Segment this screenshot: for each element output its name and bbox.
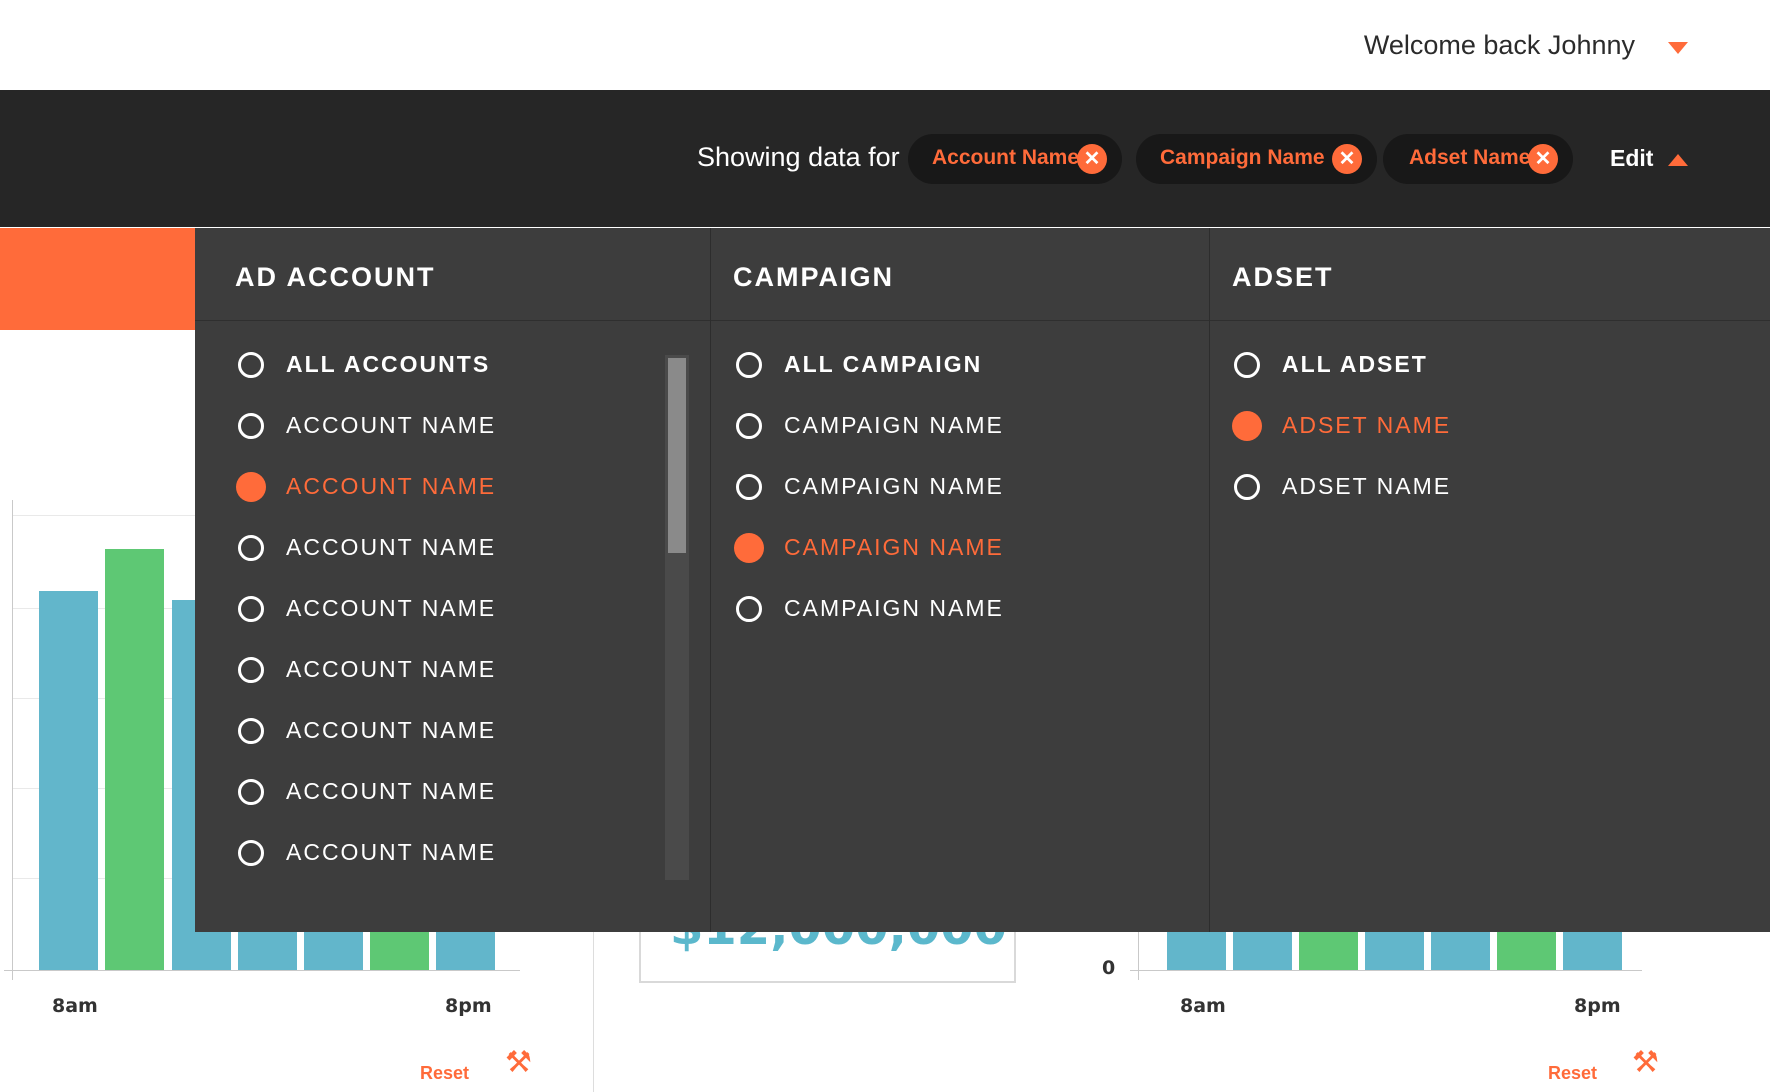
radio-empty-icon[interactable] [238, 352, 264, 378]
filter-chip-label: Account Name [932, 146, 1080, 169]
radio-option[interactable]: ACCOUNT NAME [236, 467, 658, 507]
radio-option-label: ACCOUNT NAME [286, 412, 497, 438]
filter-chip-label: Adset Name [1409, 146, 1531, 169]
radio-selected-icon[interactable] [1232, 411, 1262, 441]
radio-option[interactable]: CAMPAIGN NAME [736, 589, 1156, 629]
radio-empty-icon[interactable] [238, 413, 264, 439]
showing-data-label: Showing data for [697, 142, 900, 172]
radio-selected-icon[interactable] [236, 472, 266, 502]
radio-option-label: ALL ACCOUNTS [286, 351, 491, 377]
radio-option[interactable]: ACCOUNT NAME [238, 406, 658, 446]
filter-chip-label: Campaign Name [1160, 146, 1325, 169]
radio-option-label: CAMPAIGN NAME [784, 412, 1004, 438]
close-icon[interactable]: ✕ [1332, 144, 1362, 174]
radio-option[interactable]: ACCOUNT NAME [238, 589, 658, 629]
radio-option[interactable]: CAMPAIGN NAME [736, 406, 1156, 446]
radio-option-label: ACCOUNT NAME [286, 656, 497, 682]
radio-option-label: ACCOUNT NAME [286, 595, 497, 621]
radio-option[interactable]: ACCOUNT NAME [238, 528, 658, 568]
radio-empty-icon[interactable] [736, 352, 762, 378]
radio-empty-icon[interactable] [238, 718, 264, 744]
radio-option[interactable]: ACCOUNT NAME [238, 833, 658, 873]
filter-dropdown-panel: AD ACCOUNT ALL ACCOUNTS ACCOUNT NAME ACCOU… [195, 228, 1770, 932]
left-chart-x-tick-start: 8am [52, 995, 98, 1017]
panel-header-divider [195, 320, 1770, 321]
radio-option[interactable]: ADSET NAME [1234, 467, 1654, 507]
radio-option-label: ACCOUNT NAME [286, 534, 497, 560]
left-chart-reset-link[interactable]: Reset [420, 1063, 470, 1083]
radio-option-label: CAMPAIGN NAME [784, 595, 1004, 621]
radio-option[interactable]: ALL ACCOUNTS [238, 345, 658, 385]
radio-selected-icon[interactable] [734, 533, 764, 563]
radio-option-label: ACCOUNT NAME [286, 473, 497, 499]
column-divider [710, 228, 711, 932]
radio-option[interactable]: ADSET NAME [1232, 406, 1654, 446]
right-chart-x-axis [1130, 970, 1642, 971]
radio-option[interactable]: ALL CAMPAIGN [736, 345, 1156, 385]
filter-chip-campaign[interactable]: Campaign Name ✕ [1136, 134, 1377, 184]
radio-option-label: ACCOUNT NAME [286, 717, 497, 743]
top-bar: Welcome back Johnny [0, 0, 1770, 90]
radio-empty-icon[interactable] [238, 657, 264, 683]
radio-empty-icon[interactable] [238, 840, 264, 866]
ad-account-scrollbar-thumb[interactable] [668, 358, 686, 553]
right-chart-x-tick-end: 8pm [1574, 995, 1621, 1017]
right-chart-x-tick-start: 8am [1180, 995, 1226, 1017]
radio-empty-icon[interactable] [238, 535, 264, 561]
radio-option-label: ADSET NAME [1282, 473, 1452, 499]
left-chart-bar [39, 591, 98, 970]
left-chart-y-axis [12, 500, 13, 980]
filter-chip-adset[interactable]: Adset Name ✕ [1383, 134, 1573, 184]
ad-account-heading: AD ACCOUNT [235, 262, 436, 292]
radio-empty-icon[interactable] [736, 413, 762, 439]
filter-chip-account[interactable]: Account Name ✕ [908, 134, 1122, 184]
radio-option-label: ACCOUNT NAME [286, 778, 497, 804]
radio-option-label: ACCOUNT NAME [286, 839, 497, 865]
adset-heading: ADSET [1232, 262, 1334, 292]
wrench-icon[interactable]: ⚒ [1632, 1046, 1659, 1079]
radio-option[interactable]: ALL ADSET [1234, 345, 1654, 385]
radio-option-label: CAMPAIGN NAME [784, 473, 1004, 499]
radio-empty-icon[interactable] [238, 779, 264, 805]
column-divider [1209, 228, 1210, 932]
radio-option[interactable]: ACCOUNT NAME [238, 650, 658, 690]
radio-option[interactable]: CAMPAIGN NAME [736, 467, 1156, 507]
radio-option-label: CAMPAIGN NAME [784, 534, 1004, 560]
right-chart-reset-link[interactable]: Reset [1548, 1063, 1598, 1083]
chevron-down-icon[interactable] [1668, 42, 1688, 54]
right-chart-y-axis [1138, 900, 1139, 980]
radio-empty-icon[interactable] [736, 596, 762, 622]
edit-filters-button[interactable]: Edit [1610, 145, 1654, 171]
right-chart-y-zero: 0 [1102, 957, 1116, 979]
radio-option-label: ALL ADSET [1282, 351, 1428, 377]
left-chart-bar [105, 549, 164, 970]
filter-bar: Showing data for Account Name ✕ Campaign… [0, 90, 1770, 227]
radio-option-label: ADSET NAME [1282, 412, 1452, 438]
wrench-icon[interactable]: ⚒ [505, 1046, 532, 1079]
radio-empty-icon[interactable] [736, 474, 762, 500]
campaign-heading: CAMPAIGN [733, 262, 894, 292]
section-divider [593, 930, 594, 1092]
radio-empty-icon[interactable] [1234, 474, 1260, 500]
radio-option-label: ALL CAMPAIGN [784, 351, 983, 377]
radio-empty-icon[interactable] [1234, 352, 1260, 378]
close-icon[interactable]: ✕ [1077, 144, 1107, 174]
radio-option[interactable]: ACCOUNT NAME [238, 711, 658, 751]
header-accent-block [0, 228, 195, 330]
radio-empty-icon[interactable] [238, 596, 264, 622]
chevron-up-icon[interactable] [1668, 154, 1688, 166]
close-icon[interactable]: ✕ [1528, 144, 1558, 174]
left-chart-x-axis [4, 970, 520, 971]
left-chart-x-tick-end: 8pm [445, 995, 492, 1017]
radio-option[interactable]: CAMPAIGN NAME [734, 528, 1156, 568]
welcome-message[interactable]: Welcome back Johnny [1363, 30, 1635, 60]
radio-option[interactable]: ACCOUNT NAME [238, 772, 658, 812]
